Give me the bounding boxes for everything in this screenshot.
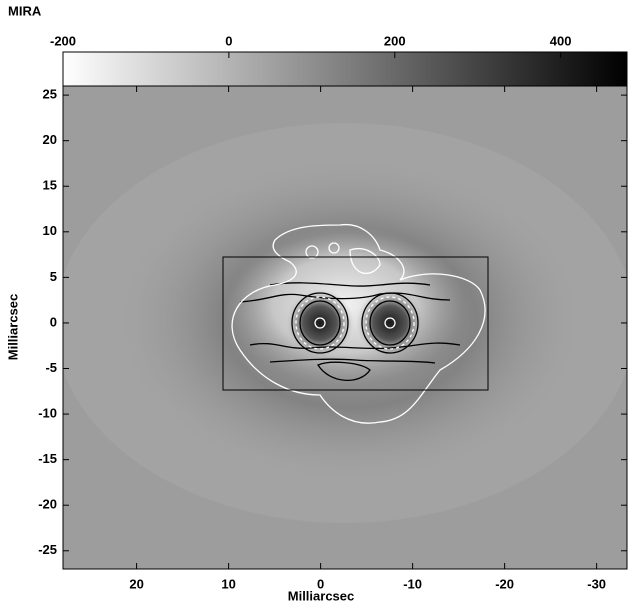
- y-tick-label: 0: [50, 314, 57, 329]
- colorbar-tick-label: 0: [225, 33, 232, 48]
- y-tick-label: -5: [45, 360, 57, 375]
- y-tick-label: -20: [38, 497, 57, 512]
- colorbar-tick-label: 200: [384, 33, 406, 48]
- colorbar: -200 0 200 400: [50, 33, 627, 86]
- y-tick-label: -15: [38, 451, 57, 466]
- x-tick-label: -20: [495, 576, 514, 591]
- colorbar-tick-label: -200: [50, 33, 76, 48]
- y-tick-label: 20: [43, 132, 57, 147]
- y-tick-label: 10: [43, 223, 57, 238]
- x-tick-label: -30: [587, 576, 606, 591]
- y-tick-label: 15: [43, 178, 57, 193]
- y-tick-label: 5: [50, 269, 57, 284]
- x-tick-label: 10: [221, 576, 235, 591]
- y-axis-label: Milliarcsec: [5, 294, 20, 361]
- chart-title: MIRA: [8, 3, 42, 18]
- x-tick-label: -10: [403, 576, 422, 591]
- chart: MIRA -2000200400: [0, 0, 632, 606]
- y-tick-label: -25: [38, 542, 57, 557]
- image: [55, 86, 632, 569]
- y-tick-label: 25: [43, 87, 57, 102]
- colorbar-tick-label: 400: [550, 33, 572, 48]
- colorbar-bar: [63, 52, 627, 86]
- y-tick-label: -10: [38, 406, 57, 421]
- x-tick-label: 0: [317, 576, 324, 591]
- x-tick-label: 20: [129, 576, 143, 591]
